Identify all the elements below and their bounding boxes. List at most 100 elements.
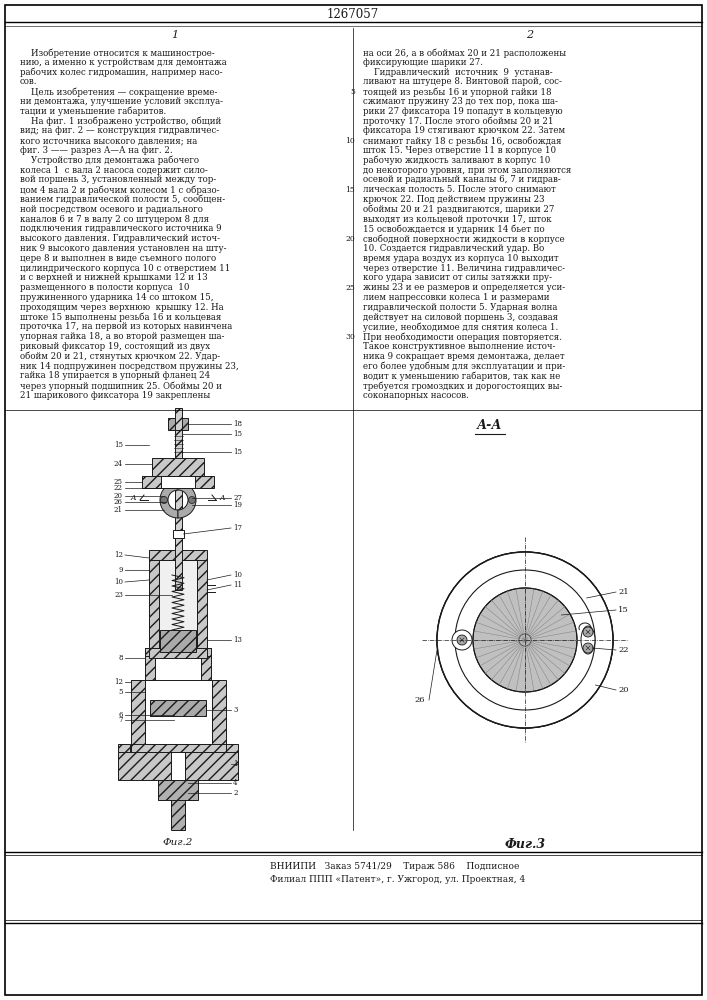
Circle shape [519, 634, 531, 646]
Text: сов.: сов. [20, 77, 37, 86]
Text: 20: 20 [345, 235, 355, 243]
Bar [159, 560, 197, 648]
Text: обойм 20 и 21, стянутых крючком 22. Удар-: обойм 20 и 21, стянутых крючком 22. Удар… [20, 352, 220, 361]
Text: Фиг.3: Фиг.3 [504, 838, 546, 851]
Text: 2: 2 [527, 30, 534, 40]
Text: 5: 5 [350, 88, 355, 96]
Circle shape [473, 588, 577, 692]
Text: сжимают пружину 23 до тех пор, пока ша-: сжимают пружину 23 до тех пор, пока ша- [363, 97, 558, 106]
Text: и с верхней и нижней крышками 12 и 13: и с верхней и нижней крышками 12 и 13 [20, 273, 208, 282]
Text: цилиндрического корпуса 10 с отверстием 11: цилиндрического корпуса 10 с отверстием … [20, 264, 230, 273]
Text: действует на силовой поршень 3, создавая: действует на силовой поршень 3, создавая [363, 313, 558, 322]
Text: На фиг. 1 изображено устройство, общий: На фиг. 1 изображено устройство, общий [20, 117, 221, 126]
Bar [150, 700, 206, 716]
Text: 22: 22 [114, 484, 123, 492]
Text: 15 освобождается и ударник 14 бьет по: 15 освобождается и ударник 14 бьет по [363, 224, 544, 234]
Text: 9: 9 [119, 566, 123, 574]
Text: 5: 5 [119, 688, 123, 696]
Text: Гидравлический  источник  9  устанав-: Гидравлический источник 9 устанав- [363, 68, 553, 77]
Text: 21: 21 [114, 506, 123, 514]
Text: через упорный подшипник 25. Обоймы 20 и: через упорный подшипник 25. Обоймы 20 и [20, 381, 222, 391]
Text: 15: 15 [233, 430, 242, 438]
Text: 10: 10 [345, 137, 355, 145]
Text: 15: 15 [233, 448, 242, 456]
Text: вид; на фиг. 2 — конструкция гидравличес-: вид; на фиг. 2 — конструкция гидравличес… [20, 126, 219, 135]
Text: свободной поверхности жидкости в корпусе: свободной поверхности жидкости в корпусе [363, 234, 565, 244]
Text: 21: 21 [618, 588, 629, 596]
Text: ВНИИПИ   Заказ 5741/29    Тираж 586    Подписное: ВНИИПИ Заказ 5741/29 Тираж 586 Подписное [270, 862, 520, 871]
Bar [131, 680, 144, 752]
Text: 1267057: 1267057 [327, 7, 379, 20]
Text: подключения гидравлического источника 9: подключения гидравлического источника 9 [20, 224, 221, 233]
Text: 6: 6 [119, 711, 123, 719]
Circle shape [437, 552, 613, 728]
Text: время удара воздух из корпуса 10 выходит: время удара воздух из корпуса 10 выходит [363, 254, 559, 263]
Text: цере 8 и выполнен в виде съемного полого: цере 8 и выполнен в виде съемного полого [20, 254, 216, 263]
Bar [118, 744, 130, 752]
Text: 8: 8 [119, 654, 123, 662]
Bar [201, 648, 211, 680]
Text: крючок 22. Под действием пружины 23: крючок 22. Под действием пружины 23 [363, 195, 544, 204]
Bar [145, 648, 155, 680]
Bar [158, 780, 198, 800]
Text: 3: 3 [233, 706, 238, 714]
Text: 15: 15 [114, 441, 123, 449]
Text: 12: 12 [114, 551, 123, 559]
Bar [152, 458, 204, 476]
Bar [226, 744, 238, 752]
Bar [142, 476, 214, 488]
Text: через отверстие 11. Величина гидравличес-: через отверстие 11. Величина гидравличес… [363, 264, 565, 273]
Text: до некоторого уровня, при этом заполняются: до некоторого уровня, при этом заполняют… [363, 166, 571, 175]
Text: цом 4 вала 2 и рабочим колесом 1 с образо-: цом 4 вала 2 и рабочим колесом 1 с образ… [20, 185, 219, 195]
Text: 30: 30 [345, 333, 355, 341]
Text: 13: 13 [233, 636, 242, 644]
Text: ни демонтажа, улучшение условий эксплуа-: ни демонтажа, улучшение условий эксплуа- [20, 97, 223, 106]
Text: ванием гидравлической полости 5, сообщен-: ванием гидравлической полости 5, сообщен… [20, 195, 225, 205]
Text: Такое конструктивное выполнение источ-: Такое конструктивное выполнение источ- [363, 342, 556, 351]
Text: каналов 6 и 7 в валу 2 со штуцером 8 для: каналов 6 и 7 в валу 2 со штуцером 8 для [20, 215, 209, 224]
Text: Цель изобретения — сокращение време-: Цель изобретения — сокращение време- [20, 87, 217, 97]
Text: гидравлической полости 5. Ударная волна: гидравлической полости 5. Ударная волна [363, 303, 557, 312]
Text: шток 15. Через отверстие 11 в корпусе 10: шток 15. Через отверстие 11 в корпусе 10 [363, 146, 556, 155]
Bar [171, 752, 185, 780]
Text: 12: 12 [114, 678, 123, 686]
Text: штоке 15 выполнены резьба 16 и кольцевая: штоке 15 выполнены резьба 16 и кольцевая [20, 313, 221, 322]
Text: обоймы 20 и 21 раздвигаются, шарики 27: обоймы 20 и 21 раздвигаются, шарики 27 [363, 205, 554, 214]
Text: риковый фиксатор 19, состоящий из двух: риковый фиксатор 19, состоящий из двух [20, 342, 210, 351]
Bar [173, 530, 184, 538]
Text: гайка 18 упирается в упорный фланец 24: гайка 18 упирается в упорный фланец 24 [20, 371, 210, 380]
Text: на оси 26, а в обоймах 20 и 21 расположены: на оси 26, а в обоймах 20 и 21 расположе… [363, 48, 566, 57]
Text: водит к уменьшению габаритов, так как не: водит к уменьшению габаритов, так как не [363, 371, 561, 381]
Wedge shape [437, 552, 613, 728]
Text: ник 9 высокого давления установлен на шту-: ник 9 высокого давления установлен на шт… [20, 244, 226, 253]
Wedge shape [160, 482, 178, 518]
Text: При необходимости операция повторяется.: При необходимости операция повторяется. [363, 332, 562, 342]
Text: Устройство для демонтажа рабочего: Устройство для демонтажа рабочего [20, 156, 199, 165]
Text: фиксатора 19 стягивают крючком 22. Затем: фиксатора 19 стягивают крючком 22. Затем [363, 126, 565, 135]
Text: снимают гайку 18 с резьбы 16, освобождая: снимают гайку 18 с резьбы 16, освобождая [363, 136, 561, 146]
Text: рики 27 фиксатора 19 попадут в кольцевую: рики 27 фиксатора 19 попадут в кольцевую [363, 107, 563, 116]
Text: 20: 20 [114, 492, 123, 500]
Text: ной посредством осевого и радиального: ной посредством осевого и радиального [20, 205, 203, 214]
Circle shape [583, 627, 593, 637]
Text: рабочих колес гидромашин, например насо-: рабочих колес гидромашин, например насо- [20, 68, 223, 77]
Text: Изобретение относится к машинострое-: Изобретение относится к машинострое- [20, 48, 215, 57]
Text: 27: 27 [233, 494, 242, 502]
Text: фиксирующие шарики 27.: фиксирующие шарики 27. [363, 58, 483, 67]
Text: тации и уменьшение габаритов.: тации и уменьшение габаритов. [20, 107, 166, 116]
Text: 10. Создается гидравлический удар. Во: 10. Создается гидравлический удар. Во [363, 244, 544, 253]
Text: 18: 18 [233, 420, 242, 428]
Text: высокого давления. Гидравлический источ-: высокого давления. Гидравлический источ- [20, 234, 220, 243]
Text: ника 9 сокращает время демонтажа, делает: ника 9 сокращает время демонтажа, делает [363, 352, 565, 361]
Text: 11: 11 [233, 581, 242, 589]
Text: 17: 17 [233, 524, 242, 532]
Bar [175, 408, 182, 430]
Text: ник 14 подпружинен посредством пружины 23,: ник 14 подпружинен посредством пружины 2… [20, 362, 239, 371]
Text: Филиал ППП «Патент», г. Ужгород, ул. Проектная, 4: Филиал ППП «Патент», г. Ужгород, ул. Про… [270, 875, 525, 884]
Text: 21 шарикового фиксатора 19 закреплены: 21 шарикового фиксатора 19 закреплены [20, 391, 210, 400]
Text: ливают на штуцере 8. Винтовой парой, сос-: ливают на штуцере 8. Винтовой парой, сос… [363, 77, 562, 86]
Text: фиг. 3 —— разрез А—А на фиг. 2.: фиг. 3 —— разрез А—А на фиг. 2. [20, 146, 173, 155]
Text: пружиненного ударника 14 со штоком 15,: пружиненного ударника 14 со штоком 15, [20, 293, 214, 302]
Text: 25: 25 [345, 284, 355, 292]
Circle shape [452, 630, 472, 650]
